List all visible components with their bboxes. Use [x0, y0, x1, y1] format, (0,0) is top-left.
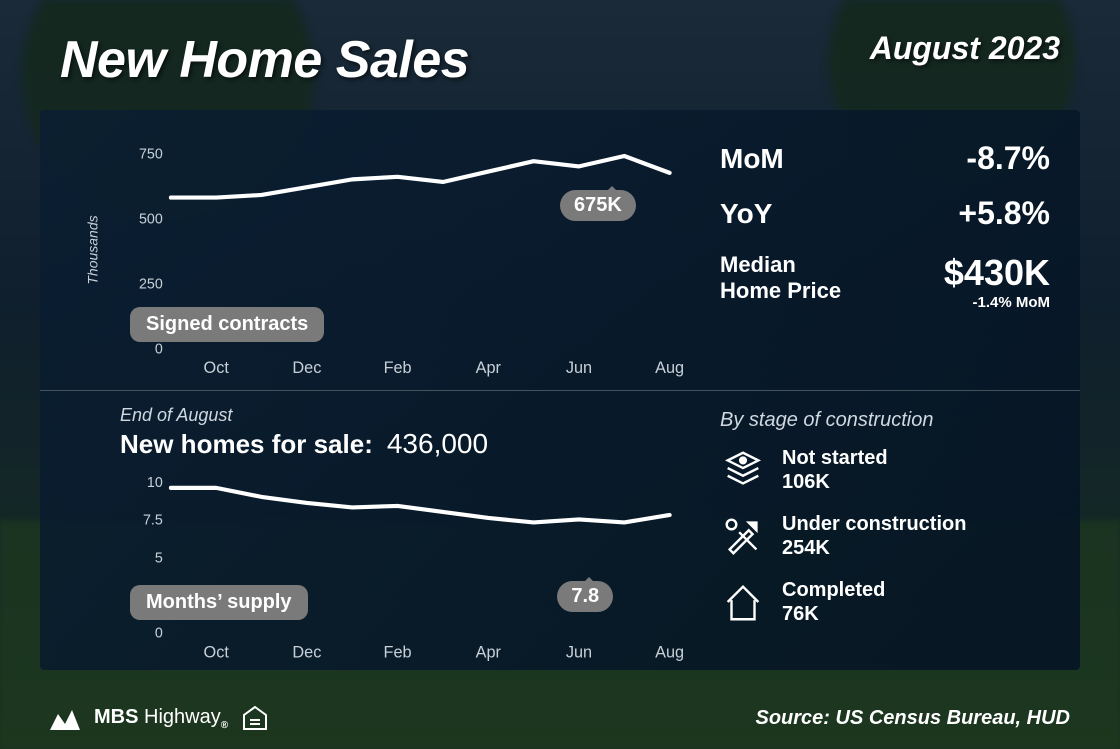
median-value: $430K — [944, 252, 1050, 294]
median-label-2: Home Price — [720, 278, 841, 304]
mbs-logo-icon — [50, 706, 80, 730]
report-date: August 2023 — [870, 30, 1060, 67]
brand-logo: MBS Highway® — [50, 705, 268, 731]
stage-name: Under construction — [782, 512, 966, 536]
chart1-legend-pill: Signed contracts — [130, 307, 324, 342]
chart2-subsmall: End of August — [120, 405, 690, 426]
svg-text:0: 0 — [155, 341, 163, 357]
layers-icon — [720, 447, 766, 493]
median-label-1: Median — [720, 252, 841, 278]
stage-name: Completed — [782, 578, 885, 602]
stage-value: 254K — [782, 536, 966, 560]
svg-text:Oct: Oct — [204, 643, 230, 661]
yoy-label: YoY — [720, 198, 772, 230]
median-sub: -1.4% MoM — [944, 294, 1050, 311]
chart2-callout: 7.8 — [557, 581, 613, 612]
tools-icon — [720, 513, 766, 559]
brand-text-1: MBS — [94, 706, 138, 728]
equal-housing-icon — [242, 705, 268, 731]
stage-row: Completed76K — [720, 578, 1050, 626]
mom-value: -8.7% — [966, 140, 1050, 177]
svg-text:Dec: Dec — [292, 643, 321, 661]
chart1-callout: 675K — [560, 190, 636, 221]
house-icon — [720, 579, 766, 625]
svg-text:Feb: Feb — [384, 359, 412, 377]
mom-label: MoM — [720, 143, 784, 175]
svg-text:7.5: 7.5 — [143, 512, 163, 528]
stage-name: Not started — [782, 446, 888, 470]
chart2-subtitle: New homes for sale: — [120, 429, 373, 460]
source-text: Source: US Census Bureau, HUD — [755, 707, 1070, 730]
svg-text:Jun: Jun — [566, 359, 592, 377]
svg-text:Apr: Apr — [476, 643, 502, 661]
svg-text:Aug: Aug — [655, 359, 684, 377]
stage-row: Under construction254K — [720, 512, 1050, 560]
months-supply-chart: End of August New homes for sale: 436,00… — [40, 391, 700, 671]
svg-text:Aug: Aug — [655, 643, 684, 661]
svg-text:750: 750 — [139, 146, 163, 162]
main-panel: Thousands 0 250 500 750 Oct Dec Feb Apr Jun Aug S… — [40, 110, 1080, 670]
top-stats: MoM -8.7% YoY +5.8% Median Home Price $4… — [700, 110, 1080, 390]
svg-text:10: 10 — [147, 474, 163, 490]
svg-text:Dec: Dec — [292, 359, 321, 377]
svg-text:5: 5 — [155, 550, 163, 566]
svg-text:0: 0 — [155, 625, 163, 641]
brand-text-2: Highway — [144, 706, 221, 728]
svg-text:Feb: Feb — [384, 643, 412, 661]
svg-text:500: 500 — [139, 211, 163, 227]
stage-value: 106K — [782, 470, 888, 494]
svg-text:Apr: Apr — [476, 359, 502, 377]
svg-text:Jun: Jun — [566, 643, 592, 661]
svg-text:250: 250 — [139, 276, 163, 292]
stage-row: Not started106K — [720, 446, 1050, 494]
page-title: New Home Sales — [60, 30, 469, 90]
chart2-subvalue: 436,000 — [387, 428, 488, 460]
stage-title: By stage of construction — [720, 409, 1050, 432]
signed-contracts-chart: Thousands 0 250 500 750 Oct Dec Feb Apr Jun Aug S… — [40, 110, 700, 390]
chart2-legend-pill: Months’ supply — [130, 585, 308, 620]
svg-text:Oct: Oct — [204, 359, 230, 377]
stage-breakdown: By stage of construction Not started106K… — [700, 391, 1080, 671]
yoy-value: +5.8% — [958, 195, 1050, 232]
stage-value: 76K — [782, 602, 885, 626]
chart1-ylabel: Thousands — [85, 215, 101, 284]
